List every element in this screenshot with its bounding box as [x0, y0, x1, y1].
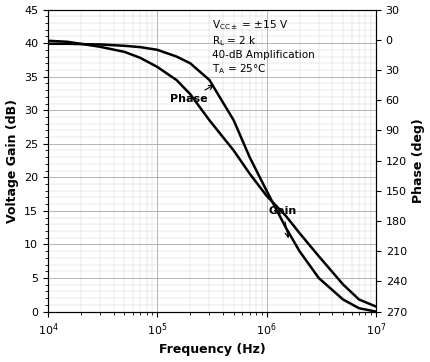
Text: Gain: Gain — [268, 206, 296, 237]
Y-axis label: Phase (deg): Phase (deg) — [412, 118, 424, 203]
Text: Phase: Phase — [169, 85, 213, 104]
X-axis label: Frequency (Hz): Frequency (Hz) — [158, 344, 265, 357]
Text: $\mathregular{V_{CC\pm}}$ = $\mathregular{\pm}$15 V
$\mathregular{R_L}$ = 2 k
40: $\mathregular{V_{CC\pm}}$ = $\mathregula… — [212, 18, 314, 76]
Y-axis label: Voltage Gain (dB): Voltage Gain (dB) — [6, 98, 18, 223]
